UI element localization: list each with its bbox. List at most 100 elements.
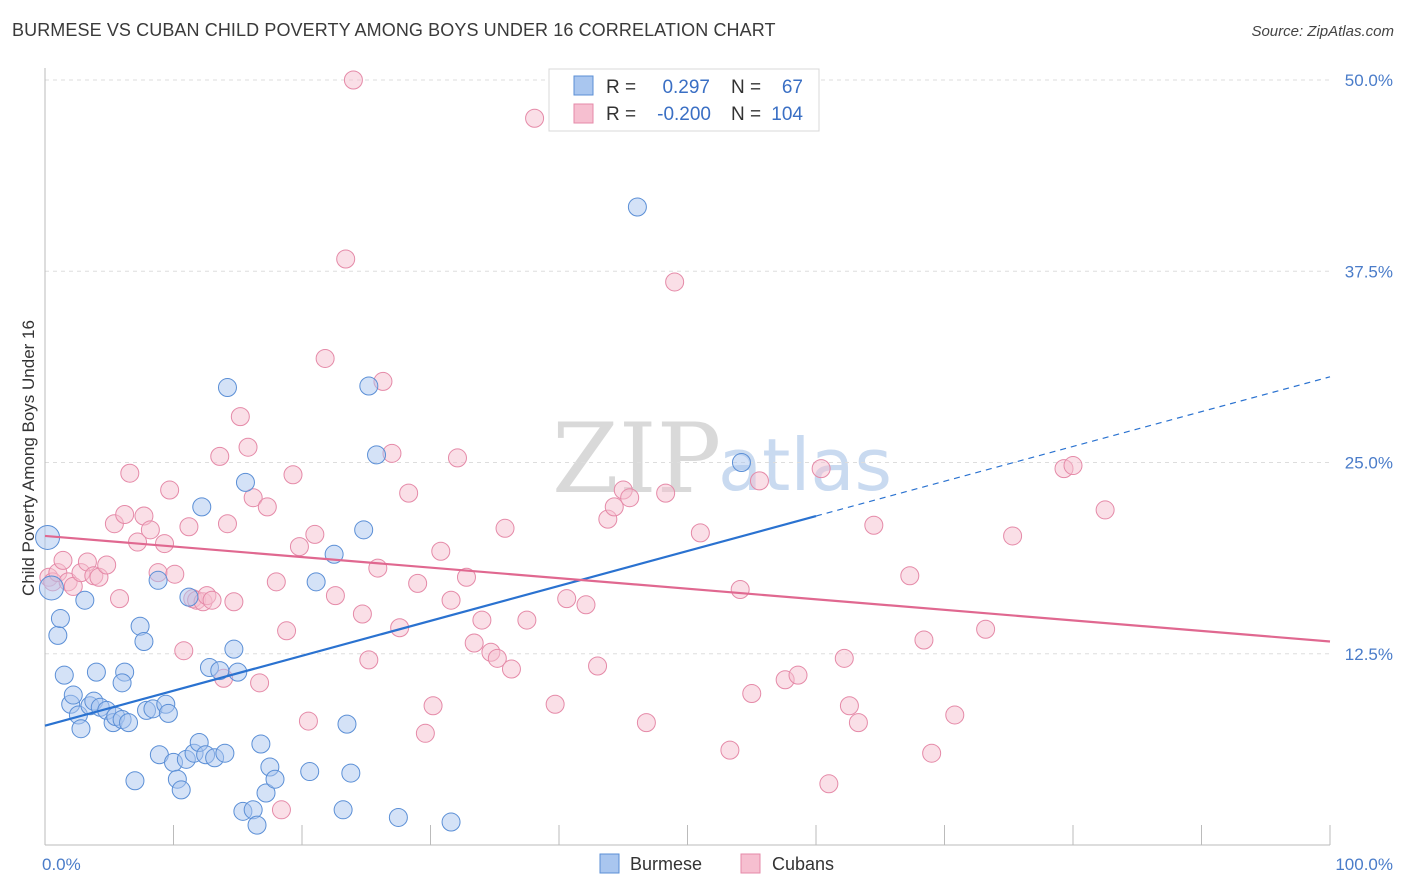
- cubans-point: [720, 740, 740, 760]
- cubans-point: [53, 550, 73, 570]
- burmese-point: [134, 632, 154, 652]
- cubans-point: [352, 604, 372, 624]
- cubans-point: [224, 592, 244, 612]
- burmese-point: [441, 812, 461, 832]
- burmese-point: [119, 713, 139, 733]
- burmese-point: [247, 815, 267, 835]
- cubans-point: [730, 579, 750, 599]
- cubans-point: [620, 488, 640, 508]
- chart-title: BURMESE VS CUBAN CHILD POVERTY AMONG BOY…: [12, 20, 776, 40]
- cubans-point: [408, 573, 428, 593]
- cubans-point: [441, 590, 461, 610]
- watermark: ZIP atlas: [552, 403, 892, 515]
- cubans-point: [298, 711, 318, 731]
- cubans-point: [179, 517, 199, 537]
- legend-r-value-cubans: -0.200: [657, 104, 711, 125]
- cubans-point: [690, 523, 710, 543]
- burmese-point: [171, 780, 191, 800]
- cubans-point: [665, 272, 685, 292]
- cubans-point: [914, 630, 934, 650]
- cubans-point: [656, 483, 676, 503]
- trend-lines: [44, 376, 1331, 727]
- burmese-point: [38, 575, 64, 601]
- cubans-point: [289, 537, 309, 557]
- cubans-point: [976, 619, 996, 639]
- y-axis-label: Child Poverty Among Boys Under 16: [19, 320, 38, 596]
- cubans-point: [266, 572, 286, 592]
- cubans-point: [217, 514, 237, 534]
- cubans-point: [819, 774, 839, 794]
- cubans-point: [283, 465, 303, 485]
- cubans-point: [487, 648, 507, 668]
- cubans-point: [788, 665, 808, 685]
- legend-r-label-cubans: R =: [606, 104, 636, 125]
- cubans-point: [110, 589, 130, 609]
- cubans-point: [140, 520, 160, 540]
- burmese-point: [158, 703, 178, 723]
- cubans-point: [325, 586, 345, 606]
- cubans-point: [495, 518, 515, 538]
- legend-box: [548, 68, 820, 132]
- cubans-point: [210, 446, 230, 466]
- burmese-points: [35, 197, 751, 835]
- cubans-point: [250, 673, 270, 693]
- cubans-point: [848, 713, 868, 733]
- burmese-point: [224, 639, 244, 659]
- cubans-point: [945, 705, 965, 725]
- cubans-point: [456, 567, 476, 587]
- burmese-point: [359, 376, 379, 396]
- legend-n-value-cubans: 104: [771, 104, 803, 125]
- cubans-point: [243, 488, 263, 508]
- cubans-point: [900, 566, 920, 586]
- cubans-trend-line: [44, 534, 1331, 643]
- cubans-point: [604, 497, 624, 517]
- burmese-point: [112, 673, 132, 693]
- cubans-point: [811, 459, 831, 479]
- cubans-point: [359, 650, 379, 670]
- burmese-point: [48, 625, 68, 645]
- burmese-point: [300, 762, 320, 782]
- cubans-point: [464, 633, 484, 653]
- top-legend: R = 0.297 N = 67 R = -0.200 N = 104: [548, 68, 820, 132]
- burmese-point: [337, 714, 357, 734]
- cubans-point: [472, 610, 492, 630]
- cubans-point: [525, 108, 545, 128]
- cubans-point: [834, 648, 854, 668]
- legend-n-label-cubans: N =: [731, 104, 761, 125]
- cubans-point: [588, 656, 608, 676]
- burmese-point: [627, 197, 647, 217]
- x-tick-label-max: 100.0%: [1335, 855, 1393, 874]
- cubans-point: [343, 70, 363, 90]
- burmese-point: [217, 378, 237, 398]
- cubans-point: [576, 595, 596, 615]
- burmese-point: [354, 520, 374, 540]
- burmese-point: [148, 570, 168, 590]
- cubans-point: [305, 524, 325, 544]
- cubans-point: [1095, 500, 1115, 520]
- cubans-point: [431, 541, 451, 561]
- legend-r-label-burmese: R =: [606, 77, 636, 98]
- burmese-trend-line-extension: [815, 376, 1331, 517]
- legend-n-label-burmese: N =: [731, 77, 761, 98]
- burmese-point: [367, 445, 387, 465]
- cubans-point: [501, 659, 521, 679]
- x-tick-label-min: 0.0%: [42, 855, 81, 874]
- burmese-point: [333, 800, 353, 820]
- cubans-point: [277, 621, 297, 641]
- cubans-point: [399, 483, 419, 503]
- cubans-point: [97, 555, 117, 575]
- y-tick-label-0: 12.5%: [1345, 645, 1393, 664]
- cubans-point: [749, 471, 769, 491]
- cubans-point: [257, 497, 277, 517]
- burmese-point: [228, 662, 248, 682]
- source-label: Source: ZipAtlas.com: [1251, 23, 1394, 40]
- burmese-point: [341, 763, 361, 783]
- cubans-point: [160, 480, 180, 500]
- burmese-point: [192, 497, 212, 517]
- legend-swatch-cubans: [573, 103, 594, 124]
- burmese-point: [251, 734, 271, 754]
- cubans-point: [1003, 526, 1023, 546]
- burmese-point: [256, 783, 276, 803]
- y-tick-label-1: 25.0%: [1345, 454, 1393, 473]
- cubans-point: [423, 696, 443, 716]
